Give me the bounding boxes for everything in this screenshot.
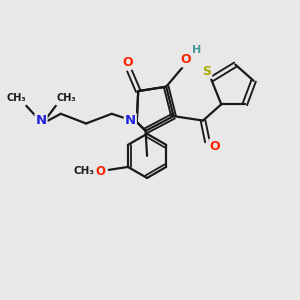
Text: O: O xyxy=(95,165,106,178)
Text: O: O xyxy=(123,56,133,69)
Text: CH₃: CH₃ xyxy=(6,94,26,103)
Text: CH₃: CH₃ xyxy=(73,166,94,176)
Text: N: N xyxy=(35,114,46,127)
Text: CH₃: CH₃ xyxy=(56,94,76,103)
Text: N: N xyxy=(125,114,136,127)
Text: O: O xyxy=(180,53,190,66)
Text: S: S xyxy=(202,64,211,78)
Text: O: O xyxy=(209,140,220,153)
Text: H: H xyxy=(193,46,202,56)
